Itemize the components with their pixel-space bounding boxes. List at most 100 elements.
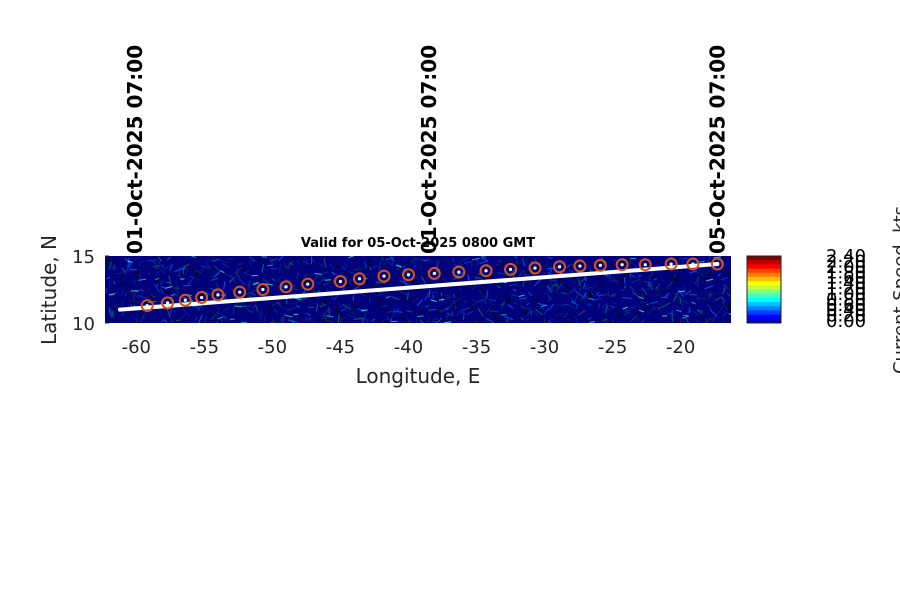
- field-streak-fast: [630, 257, 637, 260]
- colorbar-swatch: [747, 306, 781, 311]
- colorbar-tick-label: 0.80: [826, 289, 866, 310]
- waypoint-marker: [615, 258, 629, 272]
- field-streak: [177, 274, 182, 278]
- field-streak: [680, 303, 684, 314]
- field-streak: [321, 299, 328, 306]
- field-streak: [421, 275, 426, 284]
- waypoint-center: [457, 270, 461, 274]
- waypoint-marker: [664, 257, 678, 271]
- field-streak: [315, 303, 319, 312]
- field-streak: [205, 262, 211, 269]
- field-streak: [137, 294, 147, 299]
- field-streak: [726, 292, 731, 298]
- colorbar: [746, 255, 782, 324]
- colorbar-swatch: [747, 268, 781, 274]
- colorbar-tick-label: 1.80: [826, 262, 866, 283]
- field-streak: [125, 264, 132, 272]
- waypoint-center: [238, 290, 242, 294]
- waypoint-center: [533, 266, 537, 270]
- field-streak-fast: [360, 309, 368, 312]
- field-streak: [304, 317, 310, 323]
- field-streak-fast: [385, 296, 390, 299]
- field-streak: [387, 317, 390, 321]
- field-streak: [647, 281, 653, 290]
- field-streak: [431, 294, 435, 299]
- field-streak: [479, 260, 489, 264]
- field-streak: [549, 317, 556, 321]
- y-axis: 10 15: [72, 247, 109, 335]
- field-streak: [682, 287, 688, 295]
- field-streak: [109, 260, 112, 270]
- field-streak: [368, 297, 371, 303]
- field-streak: [566, 264, 571, 269]
- field-streak: [323, 257, 327, 268]
- field-streak: [480, 257, 488, 262]
- field-streak: [414, 258, 424, 261]
- field-streak: [722, 299, 726, 304]
- field-streak: [492, 312, 499, 322]
- field-streak: [508, 284, 519, 287]
- field-streak: [645, 303, 650, 306]
- field-streak: [601, 306, 608, 315]
- field-streak: [660, 304, 663, 315]
- field-streak: [679, 298, 689, 305]
- field-streak-fast: [348, 256, 354, 259]
- field-streak: [178, 313, 187, 321]
- waypoint-center: [432, 271, 436, 276]
- field-streak: [166, 256, 171, 261]
- field-streak: [694, 276, 700, 285]
- field-streak: [126, 291, 134, 294]
- field-streak: [681, 319, 687, 323]
- colorbar-swatch: [747, 314, 781, 320]
- field-streak: [688, 307, 691, 313]
- field-streak: [382, 304, 388, 308]
- field-streak: [613, 293, 616, 297]
- field-streak: [527, 306, 533, 310]
- waypoint-marker: [140, 299, 154, 313]
- track-layer: [117, 262, 720, 312]
- field-streak: [205, 316, 208, 323]
- waypoint-center: [183, 298, 187, 302]
- field-streak: [730, 307, 731, 310]
- field-streak: [390, 295, 400, 301]
- field-streak: [139, 273, 142, 280]
- field-streak: [111, 310, 114, 318]
- y-tick-label: 15: [72, 247, 95, 268]
- field-streak: [108, 308, 113, 318]
- waypoint-center: [715, 262, 719, 266]
- field-streak: [282, 282, 285, 290]
- plot-title: Valid for 05-Oct-2025 0800 GMT: [301, 236, 535, 251]
- field-streak: [353, 317, 364, 320]
- field-streak: [610, 293, 616, 297]
- field-streak: [133, 293, 139, 299]
- waypoint-center: [382, 274, 386, 278]
- field-streak: [565, 318, 571, 321]
- field-streak: [611, 305, 615, 309]
- field-streak: [287, 319, 296, 323]
- field-streak: [727, 303, 731, 310]
- field-streak: [412, 299, 415, 304]
- field-streak: [673, 291, 681, 299]
- field-streak: [446, 301, 456, 309]
- field-streak: [313, 275, 319, 281]
- field-streak: [205, 258, 216, 261]
- field-streak: [156, 283, 159, 288]
- field-streak: [274, 319, 281, 323]
- field-streak: [280, 312, 287, 321]
- field-streak: [362, 316, 367, 321]
- field-streak: [451, 301, 460, 307]
- field-streak: [658, 300, 663, 306]
- colorbar-labels: 2.402.202.001.801.601.401.201.000.800.60…: [826, 246, 866, 332]
- waypoint-marker: [352, 272, 366, 286]
- field-streak-fast: [540, 304, 547, 308]
- field-streak: [451, 257, 455, 263]
- colorbar-tick-label: 0.00: [826, 311, 866, 332]
- field-streak: [512, 288, 517, 292]
- field-streak: [221, 319, 223, 323]
- field-streak: [427, 318, 430, 323]
- field-streak: [458, 287, 462, 292]
- field-streak: [483, 315, 487, 320]
- field-streak: [133, 256, 142, 261]
- field-streak: [485, 305, 492, 314]
- waypoint-center: [216, 293, 220, 297]
